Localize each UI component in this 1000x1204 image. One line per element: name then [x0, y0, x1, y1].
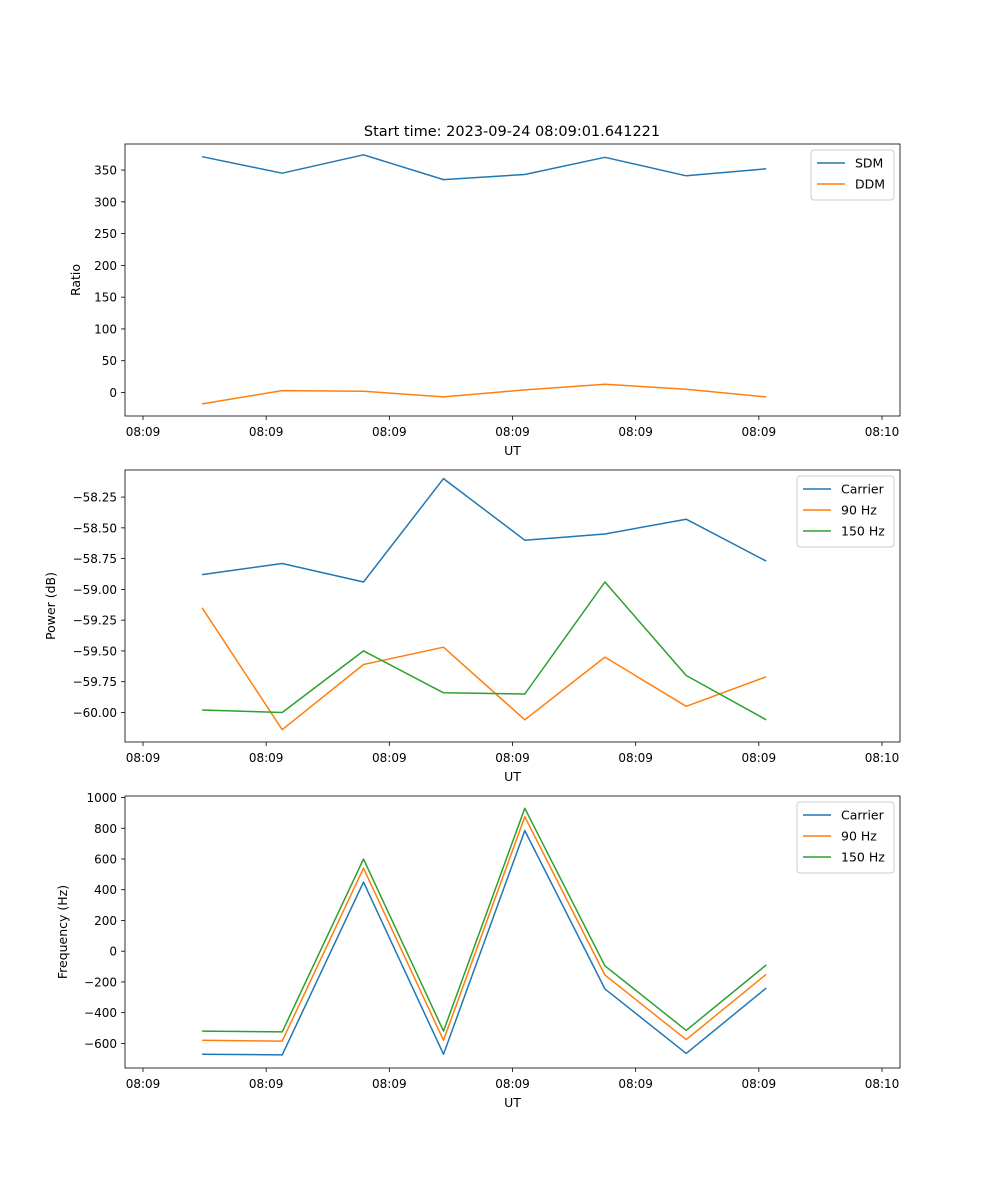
x-tick-label: 08:10	[865, 425, 900, 439]
x-axis-label: UT	[504, 443, 521, 458]
series-line-90-hz	[201, 607, 767, 731]
y-tick-label: 100	[94, 322, 117, 336]
x-tick-label: 08:09	[742, 1077, 777, 1091]
x-tick-label: 08:09	[372, 425, 407, 439]
y-tick-label: −600	[84, 1037, 117, 1051]
x-tick-label: 08:09	[495, 425, 530, 439]
legend: Carrier 90 Hz 150 Hz	[796, 475, 895, 548]
subplot-1: 08:09 08:09 08:09 08:09 08:09 08:09 08:10 0 50 10…	[68, 143, 901, 458]
x-tick-label: 08:09	[249, 751, 284, 765]
y-tick-label: −59.00	[73, 583, 117, 597]
legend-frame	[796, 801, 895, 874]
x-tick-label: 08:09	[618, 1077, 653, 1091]
legend: SDM DDM	[810, 149, 895, 201]
x-axis-label: UT	[504, 1095, 521, 1110]
y-tick-label: −58.75	[73, 552, 117, 566]
y-tick-label: 400	[94, 883, 117, 897]
x-tick-label: 08:09	[372, 751, 407, 765]
y-tick-label: −400	[84, 1006, 117, 1020]
legend-label: Carrier	[841, 482, 885, 497]
x-tick-label: 08:10	[865, 751, 900, 765]
series-line-90-hz	[202, 815, 767, 1042]
x-tick-label: 08:09	[126, 1077, 161, 1091]
y-tick-label: 200	[94, 914, 117, 928]
y-tick-label: −60.00	[73, 706, 117, 720]
y-tick-label: −59.25	[73, 614, 117, 628]
y-tick-label: 250	[94, 227, 117, 241]
x-tick-label: 08:09	[742, 425, 777, 439]
y-tick-label: 0	[109, 945, 117, 959]
y-tick-label: −59.75	[73, 675, 117, 689]
y-axis-label: Frequency (Hz)	[55, 885, 70, 979]
y-tick-label: 800	[94, 822, 117, 836]
series-line-sdm	[201, 154, 767, 181]
y-tick-label: 300	[94, 195, 117, 209]
x-tick-label: 08:09	[126, 425, 161, 439]
y-tick-label: −58.50	[73, 521, 117, 535]
legend-label: SDM	[855, 156, 883, 171]
subplots: 08:09 08:09 08:09 08:09 08:09 08:09 08:10 0 50 10…	[43, 143, 901, 1110]
series-line-150-hz	[202, 581, 767, 721]
y-axis-label: Ratio	[68, 264, 83, 296]
legend: Carrier 90 Hz 150 Hz	[796, 801, 895, 874]
subplot-3: 08:09 08:09 08:09 08:09 08:09 08:09 08:10 −600 −…	[55, 791, 901, 1110]
y-tick-label: −58.25	[73, 491, 117, 505]
y-tick-label: 150	[94, 291, 117, 305]
series-line-carrier	[202, 829, 767, 1056]
y-tick-label: 0	[109, 386, 117, 400]
x-tick-label: 08:10	[865, 1077, 900, 1091]
figure-title: Start time: 2023-09-24 08:09:01.641221	[364, 124, 660, 140]
x-tick-label: 08:09	[495, 1077, 530, 1091]
y-tick-label: −200	[84, 975, 117, 989]
series-line-150-hz	[202, 807, 767, 1033]
subplot-2: 08:09 08:09 08:09 08:09 08:09 08:09 08:10 −60.0…	[43, 469, 901, 784]
x-tick-label: 08:09	[495, 751, 530, 765]
legend-label: 150 Hz	[841, 524, 885, 539]
x-tick-label: 08:09	[618, 425, 653, 439]
x-tick-label: 08:09	[618, 751, 653, 765]
y-tick-label: 350	[94, 164, 117, 178]
series-line-ddm	[201, 383, 767, 405]
legend-label: 90 Hz	[841, 503, 877, 518]
series-line-carrier	[201, 477, 767, 583]
y-tick-label: 1000	[86, 791, 117, 805]
legend-label: 90 Hz	[841, 829, 877, 844]
y-tick-label: 600	[94, 853, 117, 867]
x-tick-label: 08:09	[249, 425, 284, 439]
legend-frame	[796, 475, 895, 548]
x-tick-label: 08:09	[742, 751, 777, 765]
y-tick-label: −59.50	[73, 644, 117, 658]
y-tick-label: 200	[94, 259, 117, 273]
legend-label: 150 Hz	[841, 850, 885, 865]
x-tick-label: 08:09	[372, 1077, 407, 1091]
legend-label: DDM	[855, 177, 885, 192]
y-axis-label: Power (dB)	[43, 572, 58, 640]
x-axis-label: UT	[504, 769, 521, 784]
legend-label: Carrier	[841, 808, 885, 823]
y-tick-label: 50	[102, 354, 117, 368]
x-tick-label: 08:09	[249, 1077, 284, 1091]
x-tick-label: 08:09	[126, 751, 161, 765]
